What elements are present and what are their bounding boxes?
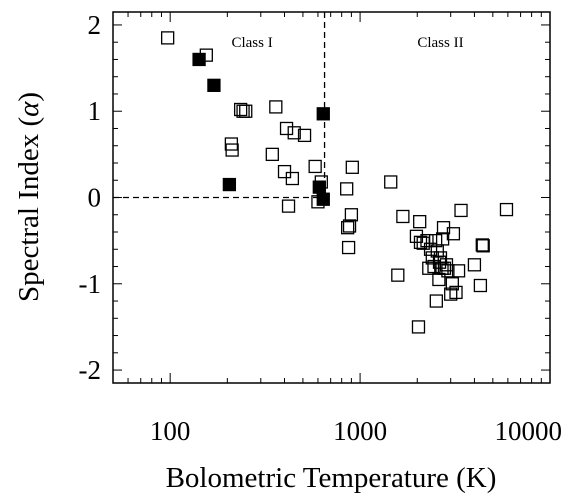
open-square-point xyxy=(445,277,459,291)
open-square-point xyxy=(451,264,466,278)
x-tick-label: 1000 xyxy=(333,416,387,446)
open-square-point xyxy=(297,128,312,143)
open-square-point xyxy=(475,238,489,252)
filled-square-point xyxy=(192,52,206,67)
open-square-point xyxy=(413,215,427,229)
open-square-point xyxy=(308,159,322,174)
open-square-point xyxy=(279,121,294,136)
open-square-point xyxy=(429,294,443,308)
open-square-point xyxy=(476,239,490,253)
y-tick-label: 2 xyxy=(88,10,102,40)
open-square-point xyxy=(340,182,354,196)
y-axis-label-symbol: α xyxy=(13,101,45,117)
open-square-point xyxy=(449,285,463,300)
open-square-point xyxy=(161,31,175,45)
region-label: Class II xyxy=(417,35,463,51)
x-tick-label: 100 xyxy=(150,416,191,446)
open-square-point xyxy=(281,199,296,213)
open-square-point xyxy=(345,160,359,174)
y-tick-label: -2 xyxy=(79,355,102,385)
open-square-point xyxy=(499,202,514,217)
open-square-point xyxy=(454,203,468,218)
open-square-point xyxy=(467,258,482,272)
open-square-point xyxy=(446,227,461,241)
open-square-point xyxy=(341,240,356,255)
open-square-point xyxy=(444,287,458,301)
y-axis-label-text: Spectral Index ( xyxy=(13,117,45,302)
open-square-point xyxy=(473,278,488,293)
open-square-point xyxy=(287,126,301,140)
open-square-point xyxy=(344,208,359,222)
open-square-point xyxy=(233,102,248,117)
filled-square-point xyxy=(207,78,221,92)
open-square-point xyxy=(311,195,325,209)
tick-labels: 2 1 0 -1 -2 100 1000 10000 xyxy=(79,10,563,446)
open-square-point xyxy=(314,175,328,189)
x-axis-label: Bolometric Temperature (K) xyxy=(166,462,497,494)
region-labels: Class I Class II xyxy=(231,35,463,51)
open-square-point xyxy=(199,48,213,62)
open-square-point xyxy=(239,104,253,118)
data-points xyxy=(161,31,514,334)
region-label: Class I xyxy=(231,35,272,51)
open-square-point xyxy=(391,268,405,282)
y-axis-label: Spectral Index (α) xyxy=(13,92,45,302)
open-square-point xyxy=(425,251,439,265)
open-square-point xyxy=(423,242,438,256)
open-square-point xyxy=(340,221,355,235)
open-square-point xyxy=(420,233,434,248)
y-tick-label: 0 xyxy=(88,183,102,213)
open-square-point xyxy=(396,209,410,224)
open-square-point xyxy=(384,175,398,189)
y-tick-label: -1 xyxy=(79,269,102,299)
y-axis-label-close: ) xyxy=(13,92,45,102)
open-square-point xyxy=(411,320,426,334)
open-square-point xyxy=(429,233,443,248)
open-square-point xyxy=(435,232,450,246)
filled-square-point xyxy=(222,177,237,192)
open-square-point xyxy=(342,219,357,233)
open-square-point xyxy=(437,261,452,275)
open-square-point xyxy=(225,143,239,157)
y-tick-label: 1 xyxy=(88,96,102,126)
open-square-point xyxy=(441,264,455,278)
axis-ticks xyxy=(112,12,550,383)
open-square-point xyxy=(285,171,300,186)
filled-square-point xyxy=(316,107,330,121)
class-dividers xyxy=(113,12,326,199)
open-square-point xyxy=(432,272,446,287)
x-tick-label: 10000 xyxy=(495,416,563,446)
open-square-point xyxy=(277,164,292,179)
open-square-point xyxy=(265,147,279,162)
filled-square-point xyxy=(316,192,330,206)
open-square-point xyxy=(269,100,283,114)
